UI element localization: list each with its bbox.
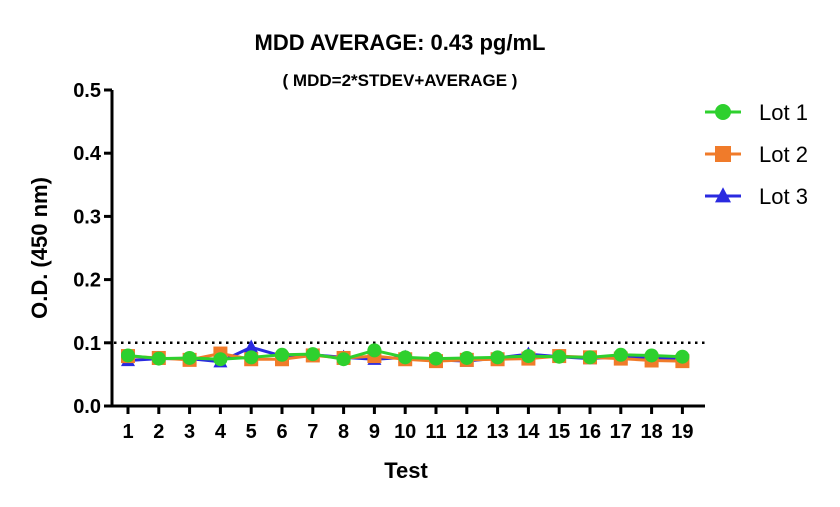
data-point-lot-1	[644, 348, 659, 363]
legend-label: Lot 2	[759, 142, 808, 167]
legend-square-marker	[715, 146, 731, 162]
x-axis-label: Test	[384, 458, 428, 483]
data-point-lot-1	[459, 350, 474, 365]
x-tick-label: 19	[671, 421, 693, 443]
legend-item-lot-3: Lot 3	[705, 184, 808, 209]
y-tick-label: 0.1	[73, 333, 101, 355]
x-tick-label: 15	[548, 421, 570, 443]
legend-label: Lot 3	[759, 184, 808, 209]
x-tick-label: 10	[394, 421, 416, 443]
data-point-lot-1	[675, 349, 690, 364]
x-tick-label: 2	[153, 421, 164, 443]
data-point-lot-1	[213, 352, 228, 367]
legend-item-lot-2: Lot 2	[705, 142, 808, 167]
legend-label: Lot 1	[759, 100, 808, 125]
x-tick-label: 5	[246, 421, 257, 443]
data-point-lot-1	[367, 343, 382, 358]
legend-circle-marker	[715, 104, 731, 120]
data-point-lot-1	[521, 349, 536, 364]
x-tick-label: 16	[579, 421, 601, 443]
chart-subtitle: ( MDD=2*STDEV+AVERAGE )	[283, 71, 518, 90]
data-point-lot-1	[583, 350, 597, 365]
y-tick-label: 0.5	[73, 80, 101, 102]
x-tick-label: 1	[122, 421, 133, 443]
x-tick-label: 7	[307, 421, 318, 443]
data-point-lot-1	[336, 352, 351, 367]
plot-area: 0.00.10.20.30.40.51 2 3 4 5 6 7 8 9 10 11 12 13 14 15 1…	[73, 80, 705, 443]
x-tick-label: 3	[184, 421, 195, 443]
data-point-lot-1	[305, 347, 320, 362]
x-tick-label: 8	[338, 421, 349, 443]
data-point-lot-1	[429, 351, 443, 366]
data-point-lot-1	[613, 347, 628, 362]
y-tick-label: 0.4	[73, 143, 102, 165]
x-tick-label: 12	[456, 421, 478, 443]
data-point-lot-1	[552, 349, 567, 364]
data-point-lot-1	[151, 351, 166, 366]
data-point-lot-1	[182, 350, 197, 365]
x-tick-label: 17	[610, 421, 632, 443]
data-point-lot-1	[121, 348, 135, 363]
x-tick-label: 4	[215, 421, 227, 443]
x-tick-label: 6	[276, 421, 287, 443]
y-axis-label: O.D. (450 nm)	[27, 177, 52, 319]
legend-item-lot-1: Lot 1	[705, 100, 808, 125]
x-tick-label: 14	[517, 421, 540, 443]
y-tick-label: 0.0	[73, 396, 101, 418]
x-tick-label: 18	[640, 421, 662, 443]
x-tick-label: 13	[486, 421, 508, 443]
data-point-lot-3	[244, 339, 259, 353]
y-tick-label: 0.2	[73, 270, 101, 292]
chart-title: MDD AVERAGE: 0.43 pg/mL	[255, 30, 546, 55]
y-tick-label: 0.3	[73, 206, 101, 228]
data-point-lot-1	[490, 350, 505, 365]
data-point-lot-1	[398, 350, 413, 365]
x-tick-label: 11	[425, 421, 446, 443]
x-tick-label: 9	[369, 421, 380, 443]
legend-triangle-marker	[715, 187, 731, 203]
data-point-lot-1	[244, 350, 259, 365]
legend: Lot 1 Lot 2 Lot 3	[705, 100, 808, 209]
data-point-lot-1	[275, 347, 289, 362]
